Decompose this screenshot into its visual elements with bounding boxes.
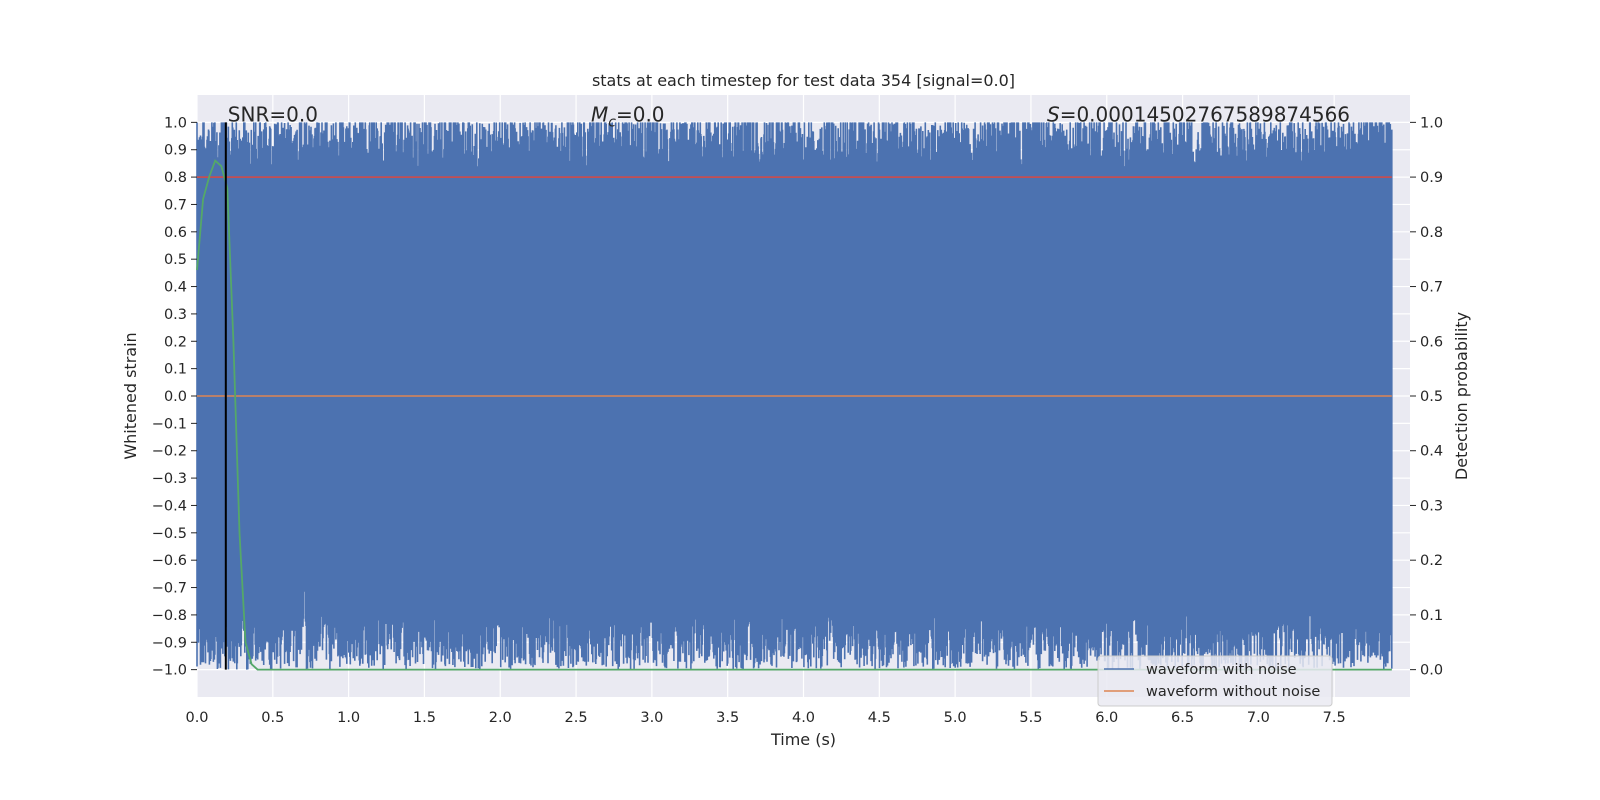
snr-annotation: SNR=0.0: [228, 102, 318, 126]
mc-value: =0.0: [616, 102, 665, 126]
legend-box: [1097, 655, 1333, 707]
y-tick-label: 1.0: [164, 115, 187, 131]
s-value: =0.00014502767589874566: [1060, 102, 1350, 126]
y2-tick-label: 0.6: [1420, 334, 1443, 350]
x-tick-label: 6.5: [1171, 710, 1194, 726]
y-tick-label: −0.6: [152, 553, 187, 569]
chart-title: stats at each timestep for test data 354…: [592, 71, 1015, 90]
y2-tick-label: 0.2: [1420, 553, 1443, 569]
y-axis-label: Whitened strain: [121, 332, 140, 459]
s-annotation: S=0.00014502767589874566: [1047, 102, 1350, 126]
y-tick-label: −0.4: [152, 498, 187, 514]
y-tick-label: −0.2: [152, 444, 187, 460]
x-tick-label: 7.0: [1247, 710, 1270, 726]
y-tick-label: 0.9: [164, 143, 187, 159]
y-axis-ticks: 1.0 0.9 0.8 0.7 0.6 0.5 0.4 0.3 0.2 0.1 0.0 −0.1 −0.…: [152, 115, 197, 679]
y-tick-label: −0.3: [152, 471, 187, 487]
x-tick-label: 6.0: [1095, 710, 1118, 726]
y-tick-label: −1.0: [152, 663, 187, 679]
x-tick-label: 5.5: [1019, 710, 1042, 726]
legend-label-without-noise: waveform without noise: [1146, 684, 1320, 700]
y-tick-label: 0.3: [164, 307, 187, 323]
x-tick-label: 0.5: [261, 710, 284, 726]
y2-axis-ticks: 1.0 0.9 0.8 0.7 0.6 0.5 0.4 0.3 0.2 0.1 0.0: [1410, 115, 1443, 679]
y-tick-label: −0.1: [152, 416, 187, 432]
y2-tick-label: 0.8: [1420, 225, 1443, 241]
y-tick-label: −0.5: [152, 526, 187, 542]
plot-content: [196, 122, 1393, 671]
y2-tick-label: 0.4: [1420, 444, 1443, 460]
x-tick-label: 4.5: [868, 710, 891, 726]
mc-subscript: c: [608, 114, 616, 130]
x-tick-label: 2.5: [565, 710, 588, 726]
y2-tick-label: 0.7: [1420, 280, 1443, 296]
x-tick-label: 5.0: [944, 710, 967, 726]
legend-label-with-noise: waveform with noise: [1146, 662, 1297, 678]
y-tick-label: 0.7: [164, 197, 187, 213]
y2-tick-label: 1.0: [1420, 115, 1443, 131]
y-tick-label: −0.8: [152, 608, 187, 624]
y-tick-label: 0.4: [164, 280, 187, 296]
legend: waveform with noise waveform without noi…: [1097, 655, 1333, 707]
y-tick-label: 0.6: [164, 225, 187, 241]
y-tick-label: −0.9: [152, 635, 187, 651]
y2-tick-label: 0.3: [1420, 498, 1443, 514]
y-tick-label: 0.5: [164, 252, 187, 268]
mc-annotation: Mc=0.0: [591, 102, 665, 130]
y-tick-label: 0.2: [164, 334, 187, 350]
y2-tick-label: 0.5: [1420, 389, 1443, 405]
s-symbol: S: [1047, 102, 1060, 126]
y-tick-label: 0.1: [164, 362, 187, 378]
x-axis-ticks: 0.0 0.5 1.0 1.5 2.0 2.5 3.0 3.5 4.0 4.5 5.0 5.5 6.0 6…: [185, 710, 1345, 726]
x-tick-label: 4.0: [792, 710, 815, 726]
y-tick-label: −0.7: [152, 581, 187, 597]
y2-tick-label: 0.9: [1420, 170, 1443, 186]
x-tick-label: 1.5: [413, 710, 436, 726]
x-tick-label: 1.0: [337, 710, 360, 726]
x-tick-label: 7.5: [1323, 710, 1346, 726]
detection-probability-line: [196, 159, 1392, 671]
y-tick-label: 0.0: [164, 389, 187, 405]
x-tick-label: 2.0: [489, 710, 512, 726]
x-tick-label: 3.0: [640, 710, 663, 726]
x-tick-label: 3.5: [716, 710, 739, 726]
series-with-noise: [196, 122, 1393, 670]
y-tick-label: 0.8: [164, 170, 187, 186]
y2-axis-label: Detection probability: [1452, 312, 1471, 480]
x-axis-label: Time (s): [770, 730, 836, 749]
y2-tick-label: 0.1: [1420, 608, 1443, 624]
y2-tick-label: 0.0: [1420, 663, 1443, 679]
x-tick-label: 0.0: [185, 710, 208, 726]
mc-symbol: M: [591, 102, 608, 126]
